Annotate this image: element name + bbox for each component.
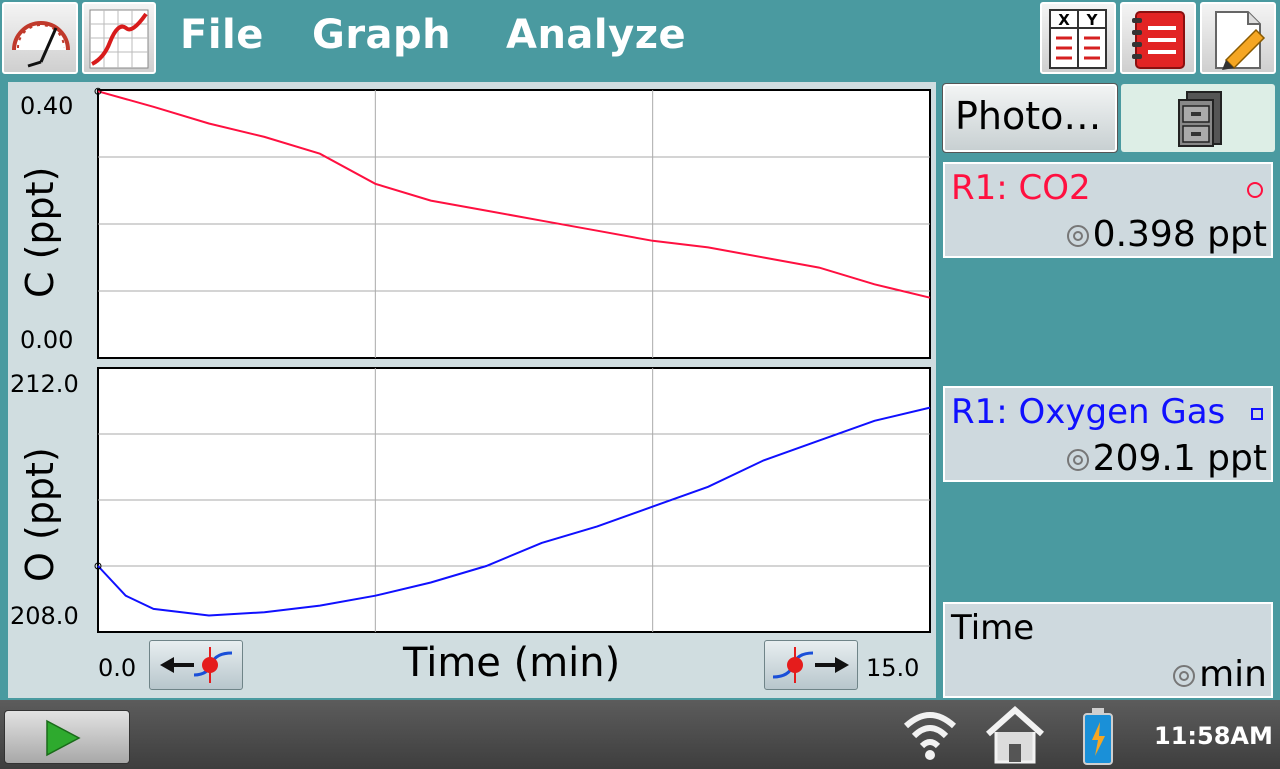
table-view-button[interactable]: X Y <box>1040 2 1116 74</box>
target-icon <box>1066 225 1089 247</box>
gauge-icon <box>12 21 70 68</box>
photo-button[interactable]: Photo… <box>942 83 1118 153</box>
co2-meter-value: 0.398 ppt <box>1092 214 1267 255</box>
time-meter-name: Time <box>951 608 1035 648</box>
menu-analyze[interactable]: Analyze <box>506 12 687 58</box>
co2-meter[interactable]: R1: CO2 0.398 ppt <box>943 162 1273 258</box>
notes-button[interactable] <box>1120 2 1196 74</box>
time-meter-unit: min <box>1199 654 1267 695</box>
scroll-left-button[interactable] <box>149 640 243 690</box>
co2-y-axis-label: C (ppt) <box>18 166 62 298</box>
clock: 11:58AM <box>1154 722 1273 750</box>
menu-file[interactable]: File <box>180 12 264 58</box>
x-max-tick: 15.0 <box>866 654 920 682</box>
series-start-marker <box>94 562 102 570</box>
notes-icon <box>1132 11 1185 69</box>
play-icon <box>46 719 81 757</box>
co2-y-min-tick: 0.00 <box>20 326 74 354</box>
xy-table-icon: X Y <box>1049 9 1107 69</box>
x-axis-label: Time (min) <box>403 640 621 686</box>
oxygen-y-min-tick: 208.0 <box>10 602 79 630</box>
start-collection-button[interactable] <box>4 710 130 764</box>
oxygen-series-line <box>97 406 931 617</box>
file-cabinet-button[interactable] <box>1121 84 1275 152</box>
menu-graph[interactable]: Graph <box>312 12 452 58</box>
wifi-icon[interactable] <box>900 706 960 762</box>
oxygen-y-max-tick: 212.0 <box>10 370 79 398</box>
graph-canvas[interactable] <box>8 82 936 698</box>
scroll-right-icon <box>772 647 849 683</box>
co2-y-max-tick: 0.40 <box>20 92 74 120</box>
scroll-left-icon <box>160 647 233 683</box>
x-min-tick: 0.0 <box>98 654 137 682</box>
oxygen-meter-name: R1: Oxygen Gas <box>951 392 1226 432</box>
time-meter-value-row: min <box>1173 654 1267 695</box>
co2-meter-name: R1: CO2 <box>951 168 1091 208</box>
meter-panel: Photo… R1: CO2 0.398 ppt R1: Oxygen Gas … <box>940 82 1280 698</box>
co2-series-line <box>97 90 931 299</box>
graph-view-button[interactable] <box>82 2 156 74</box>
battery-icon <box>1083 708 1113 765</box>
graph-panel: 0.40 0.00 C (ppt) 212.0 208.0 O (ppt) 0.… <box>8 82 936 698</box>
system-status-bar: 11:58AM <box>0 700 1280 769</box>
document-button[interactable] <box>1200 2 1276 74</box>
graph-icon <box>89 9 149 69</box>
oxygen-meter[interactable]: R1: Oxygen Gas 209.1 ppt <box>943 386 1273 482</box>
circle-marker-icon <box>1247 182 1263 198</box>
file-cabinet-icon <box>1178 91 1222 147</box>
svg-text:Y: Y <box>1086 11 1099 29</box>
scroll-right-button[interactable] <box>764 640 858 690</box>
target-icon <box>1066 449 1089 471</box>
top-toolbar: File Graph Analyze X Y <box>0 0 1280 78</box>
oxygen-meter-value-row: 209.1 ppt <box>1066 438 1267 479</box>
home-icon[interactable] <box>984 706 1046 764</box>
meter-view-button[interactable] <box>2 2 78 74</box>
series-start-marker <box>94 87 102 95</box>
svg-text:X: X <box>1058 11 1070 29</box>
time-meter[interactable]: Time min <box>943 602 1273 698</box>
target-icon <box>1173 665 1196 687</box>
co2-meter-value-row: 0.398 ppt <box>1066 214 1267 255</box>
pencil-document-icon <box>1215 11 1266 70</box>
oxygen-y-axis-label: O (ppt) <box>18 447 62 582</box>
oxygen-meter-value: 209.1 ppt <box>1092 438 1267 479</box>
square-marker-icon <box>1251 408 1263 420</box>
